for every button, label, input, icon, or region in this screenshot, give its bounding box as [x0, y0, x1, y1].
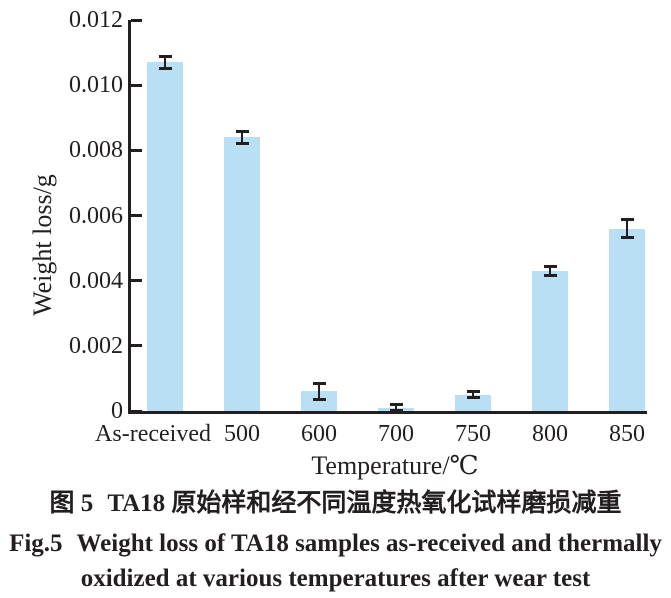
error-bar-cap-bottom [543, 273, 557, 277]
bar-800 [532, 270, 568, 411]
y-tick-label: 0.006 [69, 202, 123, 229]
x-tick-label-850: 850 [609, 421, 645, 447]
error-bar-cap-top [389, 403, 403, 407]
error-bar-cap-top [158, 54, 172, 58]
error-bar-cap-bottom [312, 397, 326, 401]
error-bar-800 [549, 266, 551, 276]
bar-500 [224, 137, 260, 411]
x-tick-label-600: 600 [301, 421, 337, 447]
caption-text-zh: TA18 原始样和经不同温度热氧化试样磨损减重 [107, 490, 622, 517]
bar-600 [301, 391, 337, 411]
error-bar-cap-bottom [620, 236, 634, 240]
x-tick-label-As-received: As-received [95, 421, 211, 447]
plot-area [128, 18, 647, 414]
error-bar-cap-bottom [389, 409, 403, 412]
x-tick-label-750: 750 [455, 421, 491, 447]
x-tick-label-700: 700 [378, 421, 414, 447]
y-axis-tick [131, 18, 142, 22]
x-axis-title: Temperature/℃ [311, 451, 479, 480]
y-tick-label: 0.010 [69, 72, 123, 99]
error-bar-cap-top [620, 217, 634, 221]
caption-english-line2: oxidized at various temperatures after w… [80, 565, 591, 592]
error-bar-cap-bottom [466, 395, 480, 399]
error-bar-cap-bottom [235, 141, 249, 145]
figure-number-zh: 图 5 [49, 490, 94, 517]
error-bar-cap-top [543, 265, 557, 268]
y-tick-label: 0.008 [69, 137, 123, 164]
x-tick-label-500: 500 [224, 421, 260, 447]
error-bar-cap-top [466, 390, 480, 394]
y-tick-label: 0.012 [69, 7, 123, 33]
error-bar-cap-top [235, 129, 249, 133]
y-axis-tick [131, 409, 142, 413]
error-bar-500 [241, 130, 243, 144]
x-tick-label-800: 800 [532, 421, 568, 447]
y-axis-tick [131, 148, 142, 152]
y-axis-tick [131, 214, 142, 217]
bar-As-received [147, 62, 183, 411]
caption-english-line1: Fig.5 Weight loss of TA18 samples as-rec… [0, 528, 671, 559]
y-axis-tick [131, 279, 142, 283]
caption-text-en: Weight loss of TA18 samples as-received … [76, 530, 662, 557]
error-bar-600 [318, 383, 320, 400]
error-bar-850 [626, 218, 628, 239]
y-tick-label: 0.004 [69, 267, 123, 294]
y-axis-tick [131, 344, 142, 348]
bar-850 [609, 228, 645, 411]
error-bar-As-received [164, 55, 166, 69]
y-axis-tick [131, 83, 142, 87]
figure-number-en: Fig.5 [9, 530, 63, 557]
error-bar-700 [395, 404, 397, 411]
error-bar-cap-top [312, 382, 326, 386]
y-tick-label: 0 [111, 398, 123, 424]
error-bar-750 [472, 391, 474, 398]
caption-chinese: 图 5 TA18 原始样和经不同温度热氧化试样磨损减重 [0, 488, 671, 519]
bar-750 [455, 394, 491, 411]
y-tick-label: 0.002 [69, 332, 123, 359]
error-bar-cap-bottom [158, 66, 172, 70]
y-tick-labels: 0 0.002 0.004 0.006 0.008 0.010 0.012 [13, 7, 123, 424]
